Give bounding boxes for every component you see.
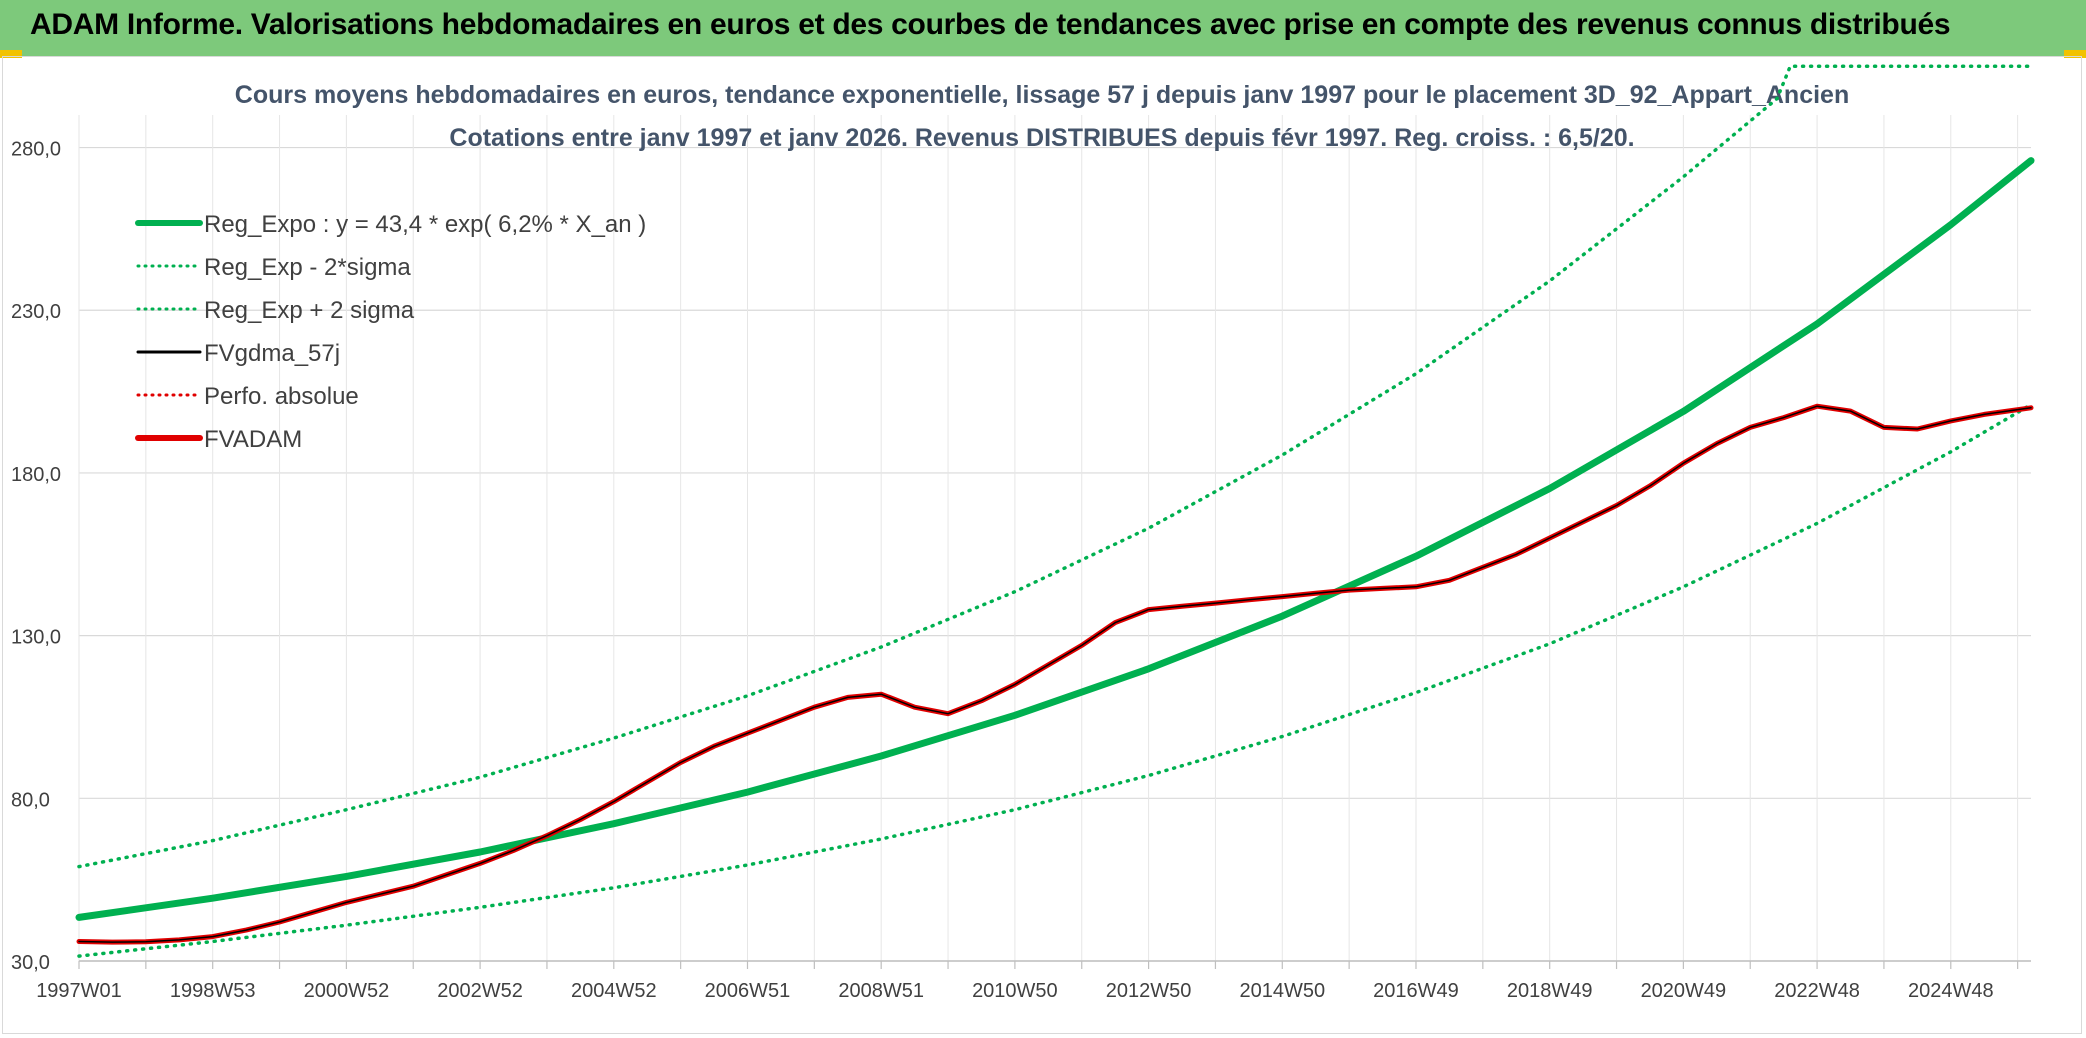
legend-label-3: FVgdma_57j: [204, 340, 340, 367]
x-axis-ticks: 1997W01 1998W53 2000W52 2002W52 2004W52 2006W…: [36, 980, 1993, 1002]
y-tick-label: 130,0: [11, 627, 61, 649]
x-tick-label: 2024W48: [1908, 980, 1994, 1002]
series-line-1: [77, 402, 2033, 958]
x-tick-label: 2010W50: [972, 980, 1058, 1002]
legend-label-5: FVADAM: [204, 426, 302, 453]
x-tick-label: 2000W52: [304, 980, 390, 1002]
legend-label-1: Reg_Exp - 2*sigma: [204, 254, 411, 281]
series-line-2: [77, 64, 2033, 869]
corner-accent-right: [2064, 50, 2086, 58]
x-tick-label: 1997W01: [36, 980, 122, 1002]
series-line-3: [78, 405, 2032, 943]
x-tick-label: 2020W49: [1641, 980, 1727, 1002]
x-tick-label: 2012W50: [1106, 980, 1192, 1002]
grid: [78, 115, 2031, 969]
y-tick-label: 280,0: [11, 139, 61, 161]
x-tick-label: 2002W52: [437, 980, 523, 1002]
y-tick-label: 180,0: [11, 464, 61, 486]
series-line-0: [75, 157, 2035, 921]
legend-label-0: Reg_Expo : y = 43,4 * exp( 6,2% * X_an ): [204, 211, 646, 238]
legend: Reg_Expo : y = 43,4 * exp( 6,2% * X_an )…: [135, 211, 646, 453]
header-bar: ADAM Informe. Valorisations hebdomadaire…: [0, 0, 2086, 56]
chart-frame: Cours moyens hebdomadaires en euros, ten…: [2, 56, 2082, 1034]
x-tick-label: 2008W51: [838, 980, 924, 1002]
legend-label-2: Reg_Exp + 2 sigma: [204, 297, 415, 324]
chart-subtitle: Cotations entre janv 1997 et janv 2026. …: [449, 124, 1634, 152]
series-line-5: [76, 403, 2034, 945]
page-title: ADAM Informe. Valorisations hebdomadaire…: [30, 8, 1951, 41]
line-chart: Cours moyens hebdomadaires en euros, ten…: [11, 64, 2035, 1002]
y-tick-label: 30,0: [11, 952, 50, 974]
y-axis-ticks: 30,0 80,0 130,0 180,0 230,0 280,0: [11, 139, 61, 974]
y-tick-label: 230,0: [11, 301, 61, 323]
series: [75, 64, 2035, 958]
x-tick-label: 2006W51: [705, 980, 791, 1002]
x-tick-label: 2016W49: [1373, 980, 1459, 1002]
x-tick-label: 1998W53: [170, 980, 256, 1002]
chart-title: Cours moyens hebdomadaires en euros, ten…: [235, 81, 1849, 109]
corner-accent-left: [0, 50, 22, 58]
x-tick-label: 2014W50: [1239, 980, 1325, 1002]
y-tick-label: 80,0: [11, 789, 50, 811]
legend-label-4: Perfo. absolue: [204, 383, 359, 410]
x-tick-label: 2018W49: [1507, 980, 1593, 1002]
x-tick-label: 2022W48: [1774, 980, 1860, 1002]
x-tick-label: 2004W52: [571, 980, 657, 1002]
